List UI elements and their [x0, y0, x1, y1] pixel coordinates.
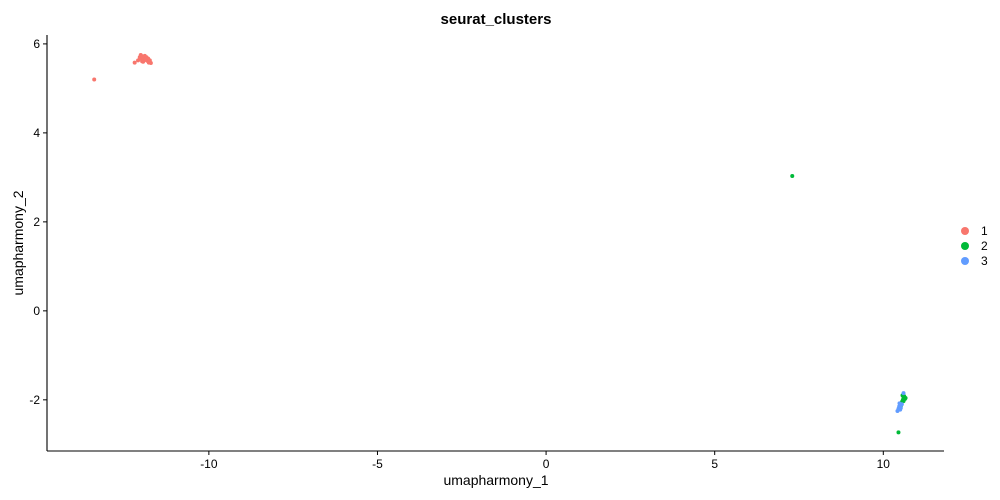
- y-tick-label: 4: [33, 126, 40, 140]
- data-point-cluster-3: [901, 391, 906, 396]
- data-point-cluster-1: [140, 59, 145, 64]
- data-point-cluster-1: [136, 58, 141, 63]
- legend: 123: [961, 224, 988, 268]
- data-point-cluster-1: [143, 57, 148, 62]
- data-point-cluster-3: [897, 401, 902, 406]
- data-point-cluster-2: [901, 399, 906, 404]
- y-tick-label: 0: [33, 304, 40, 318]
- legend-key-cluster-1: [961, 227, 969, 235]
- legend-label-cluster-1: 1: [981, 224, 988, 238]
- x-tick-label: 10: [877, 457, 891, 471]
- legend-key-cluster-2: [961, 242, 969, 250]
- data-point-cluster-1: [132, 60, 137, 65]
- y-tick-label: -2: [29, 393, 40, 407]
- legend-label-cluster-3: 3: [981, 254, 988, 268]
- x-tick-label: -10: [200, 457, 218, 471]
- data-point-cluster-3: [898, 405, 903, 410]
- x-tick-label: 5: [711, 457, 718, 471]
- data-point-cluster-2: [896, 430, 901, 435]
- y-axis-ticks: -2 0 2 4 6: [29, 37, 47, 407]
- legend-key-cluster-3: [961, 257, 969, 265]
- y-axis-label: umapharmony_2: [10, 190, 26, 295]
- legend-label-cluster-2: 2: [981, 239, 988, 253]
- y-tick-label: 6: [33, 37, 40, 51]
- x-tick-label: -5: [372, 457, 383, 471]
- data-point-cluster-2: [903, 396, 908, 401]
- x-axis-ticks: -10 -5 0 5 10: [200, 451, 890, 471]
- chart-title: seurat_clusters: [441, 11, 552, 28]
- data-points: [92, 53, 908, 435]
- data-point-cluster-1: [92, 77, 97, 82]
- data-point-cluster-2: [790, 174, 795, 179]
- x-tick-label: 0: [543, 457, 550, 471]
- x-axis-label: umapharmony_1: [443, 472, 548, 488]
- y-tick-label: 2: [33, 215, 40, 229]
- data-point-cluster-1: [148, 61, 153, 66]
